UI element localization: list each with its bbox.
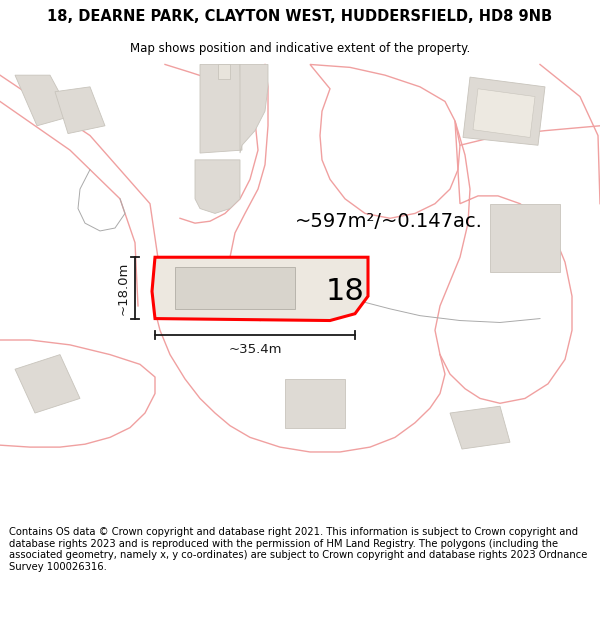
Polygon shape bbox=[175, 267, 295, 309]
Polygon shape bbox=[473, 89, 535, 138]
Text: Map shows position and indicative extent of the property.: Map shows position and indicative extent… bbox=[130, 42, 470, 54]
Text: ~35.4m: ~35.4m bbox=[228, 343, 282, 356]
Text: ~18.0m: ~18.0m bbox=[116, 261, 130, 314]
Polygon shape bbox=[15, 354, 80, 413]
Polygon shape bbox=[450, 406, 510, 449]
Polygon shape bbox=[463, 77, 545, 145]
Polygon shape bbox=[15, 75, 72, 126]
Polygon shape bbox=[200, 64, 242, 153]
Text: ~597m²/~0.147ac.: ~597m²/~0.147ac. bbox=[295, 212, 483, 231]
Polygon shape bbox=[285, 379, 345, 428]
Polygon shape bbox=[490, 204, 560, 272]
Polygon shape bbox=[55, 87, 105, 134]
Polygon shape bbox=[195, 160, 240, 213]
Text: Contains OS data © Crown copyright and database right 2021. This information is : Contains OS data © Crown copyright and d… bbox=[9, 527, 587, 572]
Polygon shape bbox=[218, 64, 230, 79]
Text: 18: 18 bbox=[326, 277, 364, 306]
Polygon shape bbox=[240, 64, 268, 153]
Text: 18, DEARNE PARK, CLAYTON WEST, HUDDERSFIELD, HD8 9NB: 18, DEARNE PARK, CLAYTON WEST, HUDDERSFI… bbox=[47, 9, 553, 24]
Polygon shape bbox=[152, 258, 368, 321]
